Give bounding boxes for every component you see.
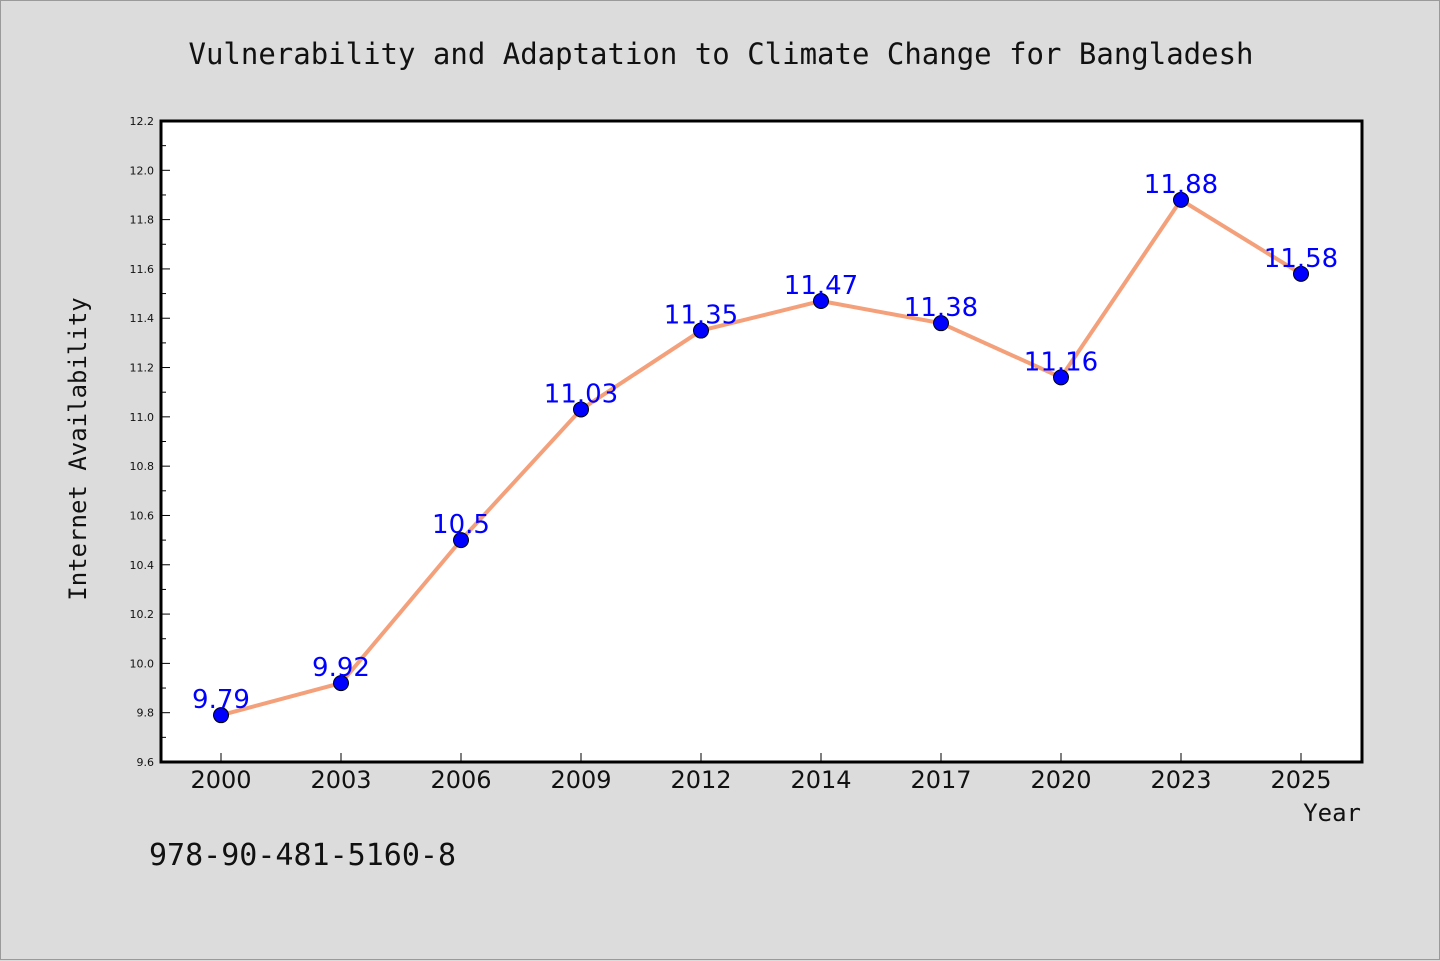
data-label: 9.79 [192, 685, 250, 715]
y-tick-label: 12.0 [130, 164, 155, 177]
y-tick-label: 9.6 [137, 756, 155, 769]
data-label: 11.35 [664, 301, 738, 331]
x-tick-label: 2017 [910, 766, 971, 794]
data-point [333, 675, 349, 692]
data-point [213, 707, 229, 724]
y-tick-label: 11.4 [130, 312, 155, 325]
data-point [933, 315, 949, 332]
y-tick-label: 10.6 [130, 509, 155, 522]
data-label: 10.5 [432, 510, 490, 540]
series-group [213, 191, 1309, 724]
y-tick-label: 11.8 [130, 214, 155, 227]
y-tick-label: 10.4 [130, 559, 155, 572]
y-tick-label: 10.2 [130, 608, 155, 621]
x-axis-label: Year [1303, 799, 1361, 827]
x-tick-label: 2023 [1150, 766, 1211, 794]
y-tick-label: 12.2 [130, 115, 155, 128]
data-point [1173, 191, 1189, 208]
y-tick-label: 11.2 [130, 362, 155, 375]
data-label: 11.16 [1024, 347, 1098, 377]
x-tick-label: 2020 [1030, 766, 1091, 794]
data-point [693, 322, 709, 339]
x-tick-label: 2025 [1270, 766, 1331, 794]
x-tick-label: 2012 [670, 766, 731, 794]
data-point [453, 532, 469, 549]
data-labels: 9.79 9.92 10.5 11.03 11.35 11.47 11.38 11.16 11.… [192, 170, 1338, 715]
series-line [220, 197, 1303, 718]
y-tick-label: 9.8 [137, 707, 155, 720]
y-tick-label: 11.0 [130, 411, 155, 424]
data-point [1053, 369, 1069, 386]
y-tick-label: 10.8 [130, 460, 155, 473]
data-label: 11.88 [1144, 170, 1218, 200]
data-label: 11.58 [1264, 244, 1338, 274]
x-axis: 2000 2003 2006 2009 2012 2014 2017 2020 2023 2025 [190, 753, 1332, 794]
x-tick-label: 2014 [790, 766, 851, 794]
y-tick-label: 11.6 [130, 263, 155, 276]
x-tick-label: 2009 [550, 766, 611, 794]
data-point [813, 292, 829, 309]
data-label: 11.03 [544, 379, 618, 409]
x-tick-label: 2003 [310, 766, 371, 794]
data-label: 9.92 [312, 653, 370, 683]
data-label: 11.38 [904, 293, 978, 323]
chart-title: Vulnerability and Adaptation to Climate … [188, 37, 1253, 71]
data-point [1293, 265, 1309, 282]
data-point [573, 401, 589, 418]
x-tick-label: 2000 [190, 766, 251, 794]
y-tick-label: 10.0 [130, 657, 155, 670]
y-axis: 9.6 9.8 10.0 10.2 10.4 10.6 10.8 11.0 11.2 11.4 11… [130, 115, 170, 769]
y-axis-label: Internet Availability [64, 297, 92, 600]
data-label: 11.47 [784, 271, 858, 301]
isbn-footer: 978-90-481-5160-8 [149, 838, 456, 873]
x-tick-label: 2006 [430, 766, 491, 794]
